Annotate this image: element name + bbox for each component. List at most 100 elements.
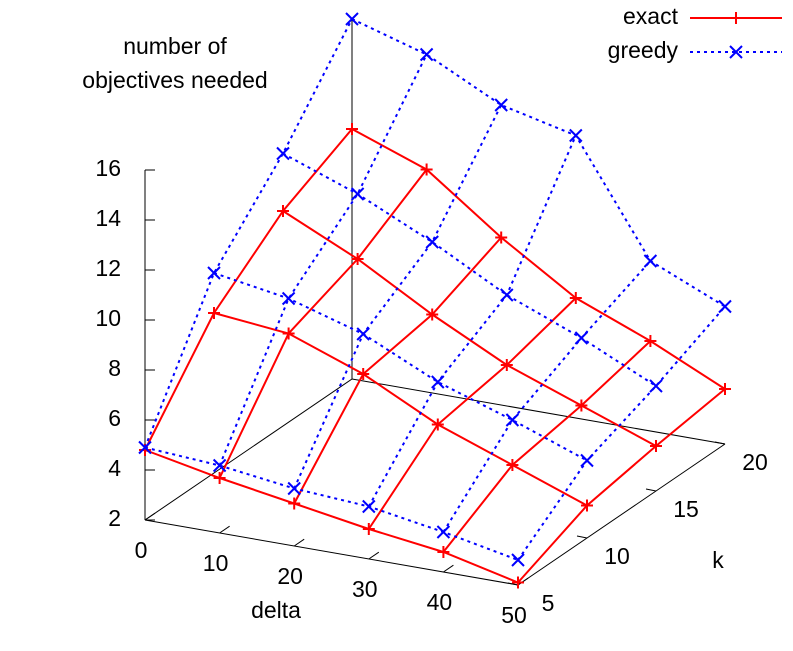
point — [512, 576, 524, 589]
point — [643, 254, 658, 268]
point — [718, 299, 732, 314]
base-edge — [144, 378, 353, 521]
surface-line — [442, 260, 652, 533]
y-tick — [507, 582, 519, 586]
y-tick-label: 15 — [673, 496, 699, 522]
surface-line — [293, 236, 502, 504]
point — [138, 440, 152, 455]
y-axis-label: k — [712, 547, 724, 573]
x-tick-label: 50 — [501, 602, 527, 628]
point — [569, 128, 583, 143]
point — [644, 335, 657, 347]
point — [288, 497, 301, 510]
point — [730, 12, 742, 24]
x-tick-label: 30 — [352, 576, 378, 602]
surface-line — [293, 104, 503, 489]
surface-line — [218, 168, 428, 479]
z-tick-label: 6 — [108, 405, 121, 431]
point — [420, 163, 433, 176]
x-tick-label: 20 — [277, 563, 303, 589]
point — [500, 288, 514, 302]
y-tick-label: 20 — [742, 449, 768, 475]
point — [500, 359, 513, 371]
surface-line — [351, 18, 726, 308]
point — [505, 413, 520, 427]
y-tick — [714, 441, 726, 445]
point — [649, 379, 663, 393]
point — [362, 523, 375, 535]
x-tick — [293, 538, 305, 547]
z-tick-label: 12 — [95, 255, 121, 281]
x-tick-label: 40 — [427, 589, 453, 615]
surface-line — [442, 340, 652, 553]
surface-line — [282, 152, 657, 387]
point — [212, 458, 227, 473]
z-tick-label: 2 — [108, 505, 121, 531]
x-axis-label: delta — [251, 597, 301, 623]
y-tick-label: 10 — [604, 543, 630, 569]
z-axis-label: objectives needed — [82, 67, 267, 93]
point — [506, 459, 519, 471]
point — [575, 399, 588, 412]
point — [276, 146, 290, 161]
point — [287, 481, 301, 496]
point — [357, 368, 370, 380]
surface-line — [144, 128, 353, 451]
z-axis-label: number of — [123, 33, 227, 59]
point — [346, 123, 358, 135]
point — [356, 327, 370, 341]
surface-line — [367, 135, 577, 507]
surface-line — [517, 305, 726, 561]
surface-line — [213, 272, 588, 462]
point — [425, 235, 439, 249]
z-tick-label: 14 — [95, 205, 121, 231]
point — [436, 525, 451, 539]
surface-line — [517, 388, 726, 584]
x-axis — [144, 519, 519, 586]
surface-line — [144, 18, 353, 448]
x-tick-label: 10 — [203, 550, 229, 576]
point — [581, 499, 593, 512]
point — [431, 418, 444, 431]
point — [569, 292, 582, 304]
point — [580, 453, 594, 468]
legend-label: greedy — [608, 37, 679, 63]
point — [426, 308, 439, 321]
point — [729, 45, 743, 59]
base-edge — [351, 378, 726, 445]
surface-line — [282, 210, 657, 447]
point — [362, 499, 376, 514]
point — [345, 12, 359, 26]
x-tick-label: 0 — [135, 537, 148, 563]
x-tick — [368, 551, 380, 560]
z-tick-label: 10 — [95, 305, 121, 331]
point — [511, 553, 525, 567]
point — [351, 253, 364, 265]
surface-line — [351, 128, 726, 390]
point — [495, 231, 508, 244]
point — [494, 98, 508, 112]
x-tick — [144, 512, 156, 521]
point — [437, 546, 450, 558]
surface-line — [367, 297, 577, 530]
x-tick — [219, 525, 230, 534]
point — [277, 205, 289, 217]
z-tick-label: 8 — [108, 355, 121, 381]
point — [213, 472, 226, 484]
point — [281, 291, 296, 306]
x-tick — [443, 564, 454, 573]
z-tick-label: 16 — [95, 155, 121, 181]
y-tick — [576, 535, 588, 539]
point — [574, 331, 589, 345]
y-axis — [517, 443, 726, 586]
surface-line — [144, 449, 519, 584]
surface-line — [213, 312, 588, 507]
point — [719, 383, 731, 395]
legend-label: exact — [623, 3, 679, 29]
point — [208, 307, 220, 319]
surface-line — [144, 446, 519, 561]
point — [350, 187, 365, 201]
y-tick — [645, 488, 657, 492]
point — [207, 266, 221, 280]
